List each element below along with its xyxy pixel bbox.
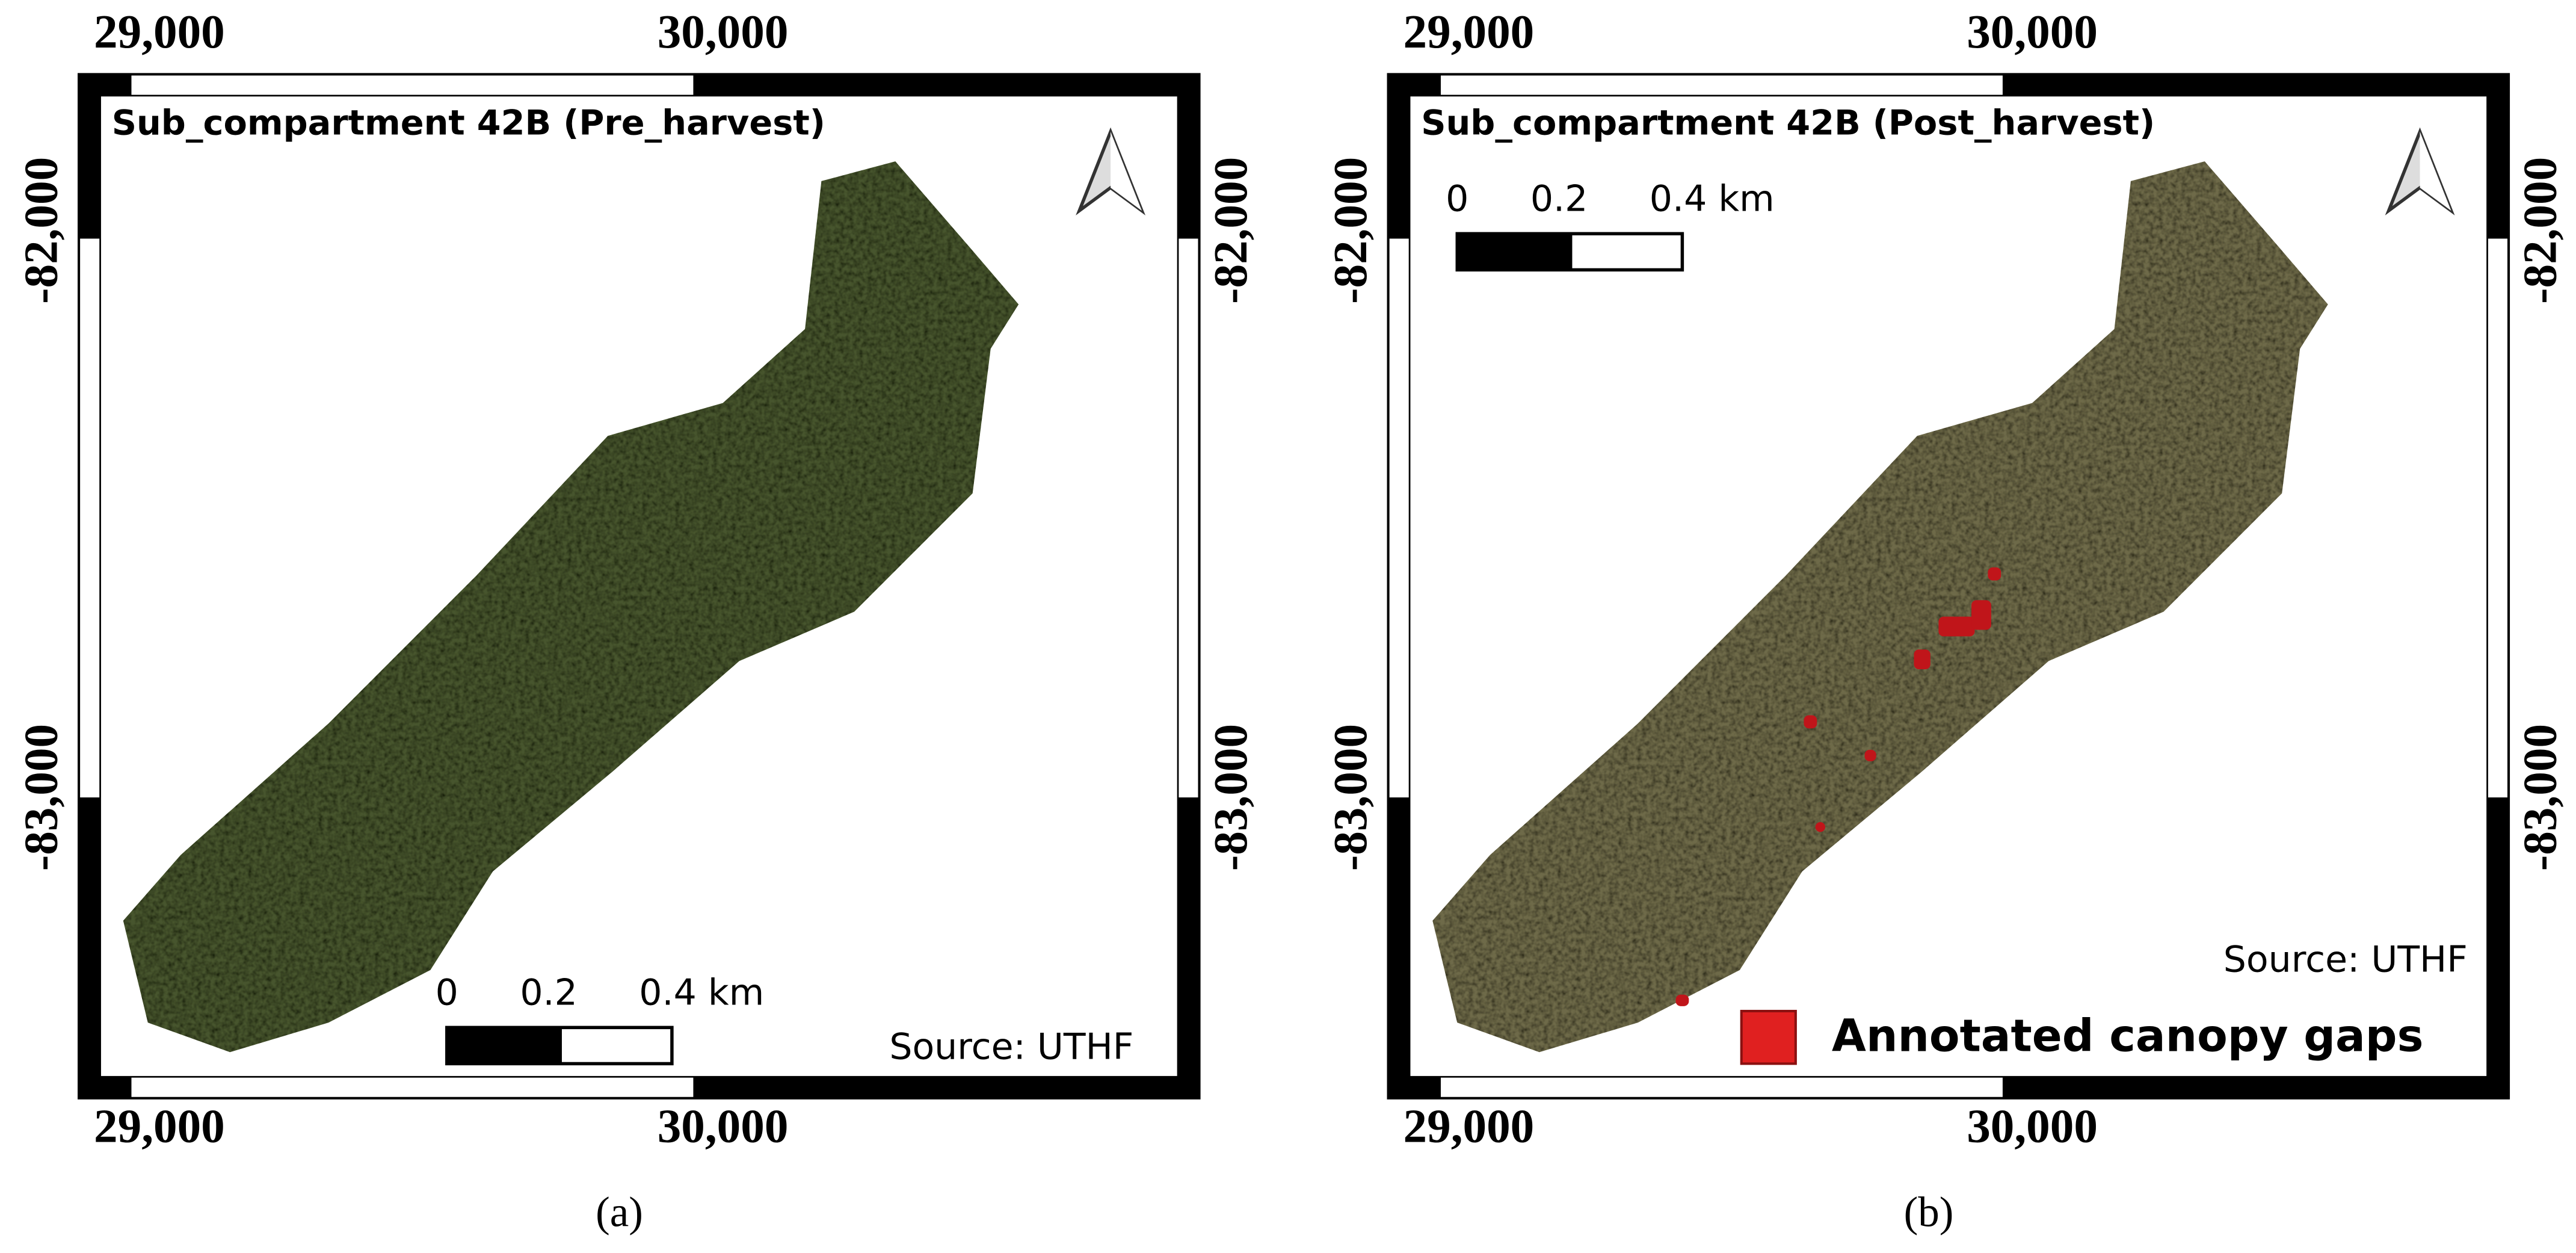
y-coordinate-label: -83,000 bbox=[1324, 724, 1377, 871]
canopy-gap bbox=[1914, 649, 1930, 670]
y-coordinate-label: -82,000 bbox=[1324, 157, 1377, 304]
north-arrow-half bbox=[1111, 132, 1142, 211]
map-panel: 29,000 29,000 30,000 30,000 -82,000 -82,000 -8… bbox=[1324, 5, 2566, 1236]
x-coordinate-label: 30,000 bbox=[1967, 5, 2098, 58]
forest-image bbox=[123, 161, 1019, 1053]
source-note: Source: UTHF bbox=[889, 1026, 1133, 1068]
map-title: Sub_compartment 42B (Post_harvest) bbox=[1421, 103, 2155, 143]
map-panel: 29,000 29,000 30,000 30,000 -82,000 -82,000 -8… bbox=[15, 5, 1257, 1236]
scale-bar-label: 0.4 km bbox=[639, 971, 764, 1013]
map-title: Sub_compartment 42B (Pre_harvest) bbox=[112, 103, 825, 143]
canopy-gap bbox=[1804, 715, 1817, 729]
x-coordinate-label: 29,000 bbox=[94, 5, 225, 58]
panel-caption: (b) bbox=[1904, 1189, 1954, 1236]
scale-bar-label: 0.2 bbox=[520, 971, 578, 1013]
y-coordinate-label: -82,000 bbox=[15, 157, 68, 304]
y-coordinate-label: -83,000 bbox=[15, 724, 68, 871]
frame-segment bbox=[1178, 74, 1200, 239]
frame-segment bbox=[2002, 74, 2509, 96]
legend-swatch bbox=[1740, 1009, 1797, 1065]
scale-bar-black bbox=[446, 1027, 562, 1064]
y-coordinate-label: -83,000 bbox=[2513, 724, 2566, 871]
frame-segment bbox=[693, 1077, 1200, 1098]
frame-segment bbox=[1388, 797, 1410, 1098]
y-coordinate-label: -83,000 bbox=[1204, 724, 1257, 871]
canopy-gap bbox=[1938, 616, 1975, 637]
source-note: Source: UTHF bbox=[2223, 939, 2468, 981]
x-coordinate-label: 30,000 bbox=[658, 5, 789, 58]
scale-bar-label: 0 bbox=[1446, 178, 1468, 220]
x-coordinate-label: 30,000 bbox=[658, 1100, 789, 1153]
frame-segment bbox=[2002, 1077, 2509, 1098]
canopy-gap bbox=[1988, 567, 2001, 581]
canopy-gap bbox=[1971, 600, 1991, 630]
x-coordinate-label: 29,000 bbox=[1404, 1100, 1535, 1153]
frame-segment bbox=[2487, 797, 2509, 1098]
frame-segment bbox=[79, 797, 100, 1098]
panel-caption: (a) bbox=[596, 1189, 643, 1236]
scale-bar-label: 0 bbox=[436, 971, 458, 1013]
y-coordinate-label: -82,000 bbox=[1204, 157, 1257, 304]
frame-segment bbox=[79, 74, 100, 239]
legend-label: Annotated canopy gaps bbox=[1832, 1010, 2424, 1062]
frame-segment bbox=[1388, 74, 1410, 239]
frame-segment bbox=[2487, 74, 2509, 239]
frame-segment bbox=[693, 74, 1200, 96]
canopy-gap bbox=[1815, 821, 1825, 832]
scale-bar-label: 0.2 bbox=[1530, 178, 1588, 220]
canopy-gap bbox=[1675, 994, 1689, 1006]
x-coordinate-label: 29,000 bbox=[94, 1100, 225, 1153]
forest-image bbox=[1432, 161, 2328, 1053]
x-coordinate-label: 29,000 bbox=[1404, 5, 1535, 58]
scale-bar-label: 0.4 km bbox=[1650, 178, 1775, 220]
north-arrow-half bbox=[2420, 132, 2451, 211]
canopy-gap bbox=[1864, 749, 1876, 761]
x-coordinate-label: 30,000 bbox=[1967, 1100, 2098, 1153]
scale-bar-black bbox=[1457, 234, 1573, 270]
frame-segment bbox=[1178, 797, 1200, 1098]
y-coordinate-label: -82,000 bbox=[2513, 157, 2566, 304]
